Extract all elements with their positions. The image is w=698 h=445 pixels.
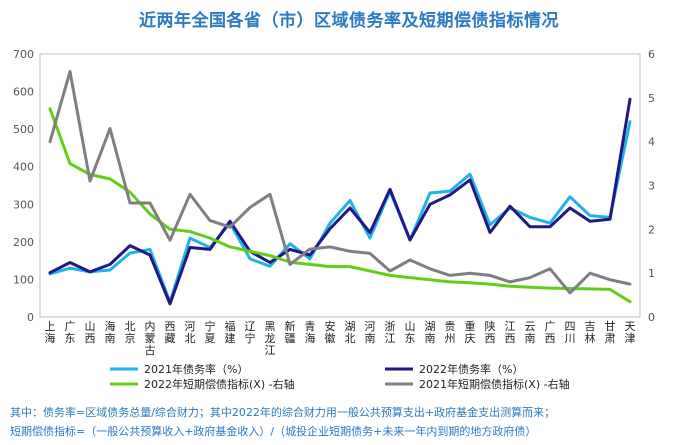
right-axis-tick-label: 4: [648, 136, 655, 149]
x-axis-tick-label: 天津: [625, 320, 636, 345]
series-line-2: [48, 97, 632, 306]
legend-label: 2022年债务率（%）: [419, 362, 523, 376]
x-axis-tick-label: 山西: [85, 320, 96, 345]
x-axis-tick-label: 宁夏: [205, 319, 216, 345]
x-axis-tick-label: 河南: [365, 320, 376, 345]
series-line-4: [48, 70, 632, 295]
x-axis-tick-label: 云南: [525, 320, 536, 345]
x-axis-tick-label: 辽宁: [245, 320, 256, 345]
right-axis-tick-label: 0: [648, 311, 655, 324]
x-axis-tick-label: 广东: [65, 320, 76, 345]
x-axis-tick-label: 湖北: [345, 320, 356, 345]
x-axis-tick-label: 福建: [225, 319, 236, 345]
legend-label: 2021年债务率（%）: [144, 362, 248, 376]
x-axis-tick-label: 安徽: [325, 319, 336, 345]
right-axis-tick-label: 5: [648, 92, 655, 105]
x-axis-tick-label: 浙江: [385, 320, 396, 345]
x-axis-tick-label: 陕西: [485, 319, 496, 345]
footnote-line-1: 其中：债务率=区域债务总量/综合财力；其中2022年的综合财力用一般公共预算支出…: [10, 406, 556, 419]
x-axis-tick-label: 江西: [505, 320, 516, 345]
left-axis-tick-label: 100: [13, 273, 34, 286]
left-axis-tick-label: 500: [13, 123, 34, 136]
plot-area-border: [39, 53, 641, 318]
left-axis-tick-label: 200: [13, 236, 34, 249]
left-axis-tick-label: 400: [13, 161, 34, 174]
x-axis-tick-label: 黑龙江: [265, 320, 276, 357]
left-axis-tick-label: 0: [27, 311, 34, 324]
x-axis-tick-label: 吉林: [585, 320, 596, 345]
x-axis-tick-label: 贵州: [445, 320, 456, 345]
right-axis-tick-label: 1: [648, 267, 655, 280]
x-axis-tick-label: 上海: [45, 320, 56, 345]
right-axis-tick-label: 2: [648, 223, 655, 236]
left-axis-tick-label: 300: [13, 198, 34, 211]
x-axis-tick-label: 青海: [305, 320, 316, 345]
x-axis-tick-label: 山东: [405, 320, 416, 345]
x-axis-tick-label: 新疆: [285, 319, 296, 345]
chart-title: 近两年全国各省（市）区域债务率及短期偿债指标情况: [139, 11, 559, 31]
left-axis-tick-label: 700: [13, 48, 34, 61]
x-axis-tick-label: 河北: [185, 320, 196, 345]
x-axis-tick-label: 海南: [105, 319, 116, 345]
legend-label: 2021年短期偿债指标(X) -右轴: [419, 377, 570, 391]
x-axis-tick-label: 湖南: [425, 320, 436, 345]
right-axis-tick-label: 6: [648, 48, 655, 61]
x-axis-tick-label: 北京: [125, 320, 136, 345]
series-line-3: [48, 107, 632, 304]
left-axis-tick-label: 600: [13, 86, 34, 99]
x-axis-tick-label: 西藏: [165, 320, 176, 345]
x-axis-tick-label: 内蒙古: [145, 319, 156, 357]
x-axis-tick-label: 甘肃: [605, 320, 616, 345]
x-axis-tick-label: 广西: [545, 320, 556, 345]
series-line-1: [48, 120, 632, 304]
legend-label: 2022年短期偿债指标(X) -右轴: [144, 377, 295, 391]
footnote-line-2: 短期偿债指标=（一般公共预算收入+政府基金收入）/（城投企业短期债务+未来一年内…: [10, 425, 537, 438]
right-axis-tick-label: 3: [648, 180, 655, 193]
x-axis-tick-label: 重庆: [465, 319, 476, 345]
x-axis-tick-label: 四川: [565, 320, 576, 345]
